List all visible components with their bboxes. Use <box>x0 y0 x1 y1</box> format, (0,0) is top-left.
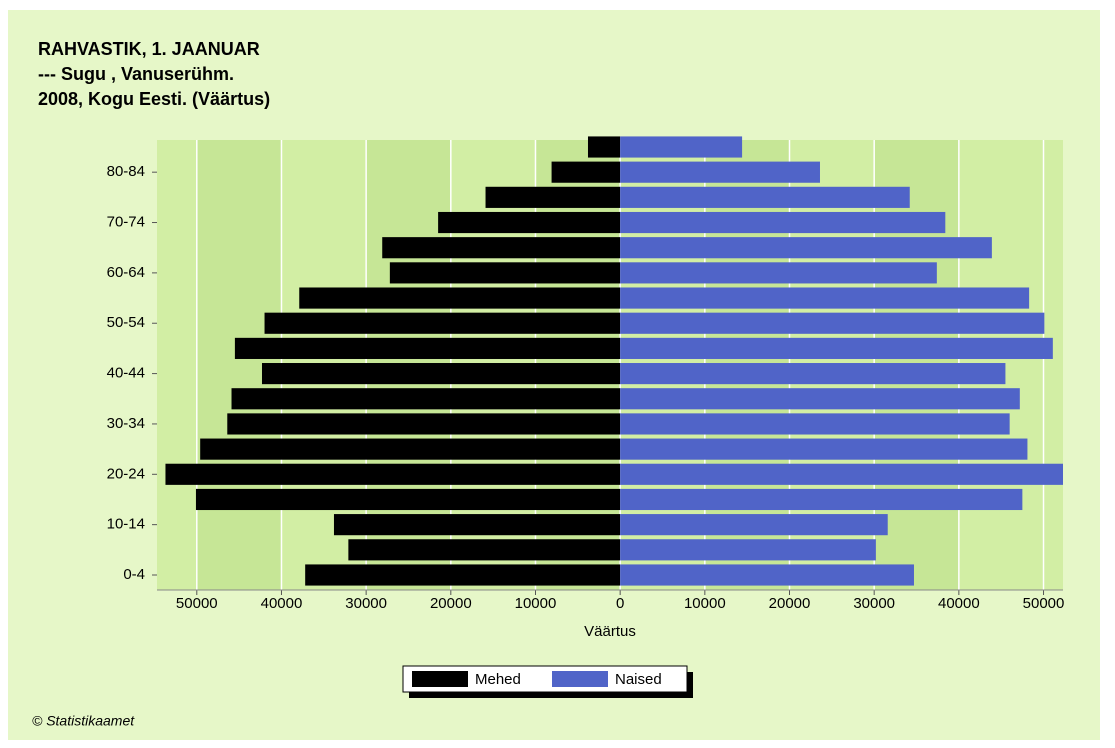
bar <box>620 186 910 208</box>
bar <box>299 287 621 309</box>
y-tick-label: 70-74 <box>107 213 145 230</box>
bar <box>551 161 621 183</box>
bar <box>620 413 1010 435</box>
bar <box>620 337 1053 359</box>
bar <box>348 539 621 561</box>
y-tick-label: 10-14 <box>107 516 145 533</box>
legend-swatch <box>552 671 608 687</box>
bar <box>195 488 621 511</box>
legend-label: Naised <box>615 671 662 688</box>
y-tick-label: 0-4 <box>123 566 145 583</box>
y-tick-label: 30-34 <box>107 415 145 432</box>
bar <box>389 262 621 284</box>
bar <box>620 463 1063 485</box>
bar <box>234 337 621 359</box>
bar <box>620 136 743 158</box>
x-tick-label: 30000 <box>853 595 895 612</box>
bar <box>438 211 621 234</box>
y-tick-label: 40-44 <box>107 365 145 382</box>
bar <box>620 539 876 561</box>
bar <box>620 564 914 586</box>
x-tick-label: 50000 <box>1023 595 1065 612</box>
bar <box>620 438 1028 460</box>
title-line: --- Sugu , Vanuserühm. <box>38 64 234 84</box>
x-tick-label: 0 <box>616 595 624 612</box>
x-tick-label: 30000 <box>345 595 387 612</box>
bar <box>264 312 621 334</box>
bar <box>620 488 1023 511</box>
y-tick-label: 80-84 <box>107 163 145 180</box>
bar <box>620 514 888 536</box>
title-line: 2008, Kogu Eesti. (Väärtus) <box>38 89 270 109</box>
bar <box>165 463 621 485</box>
y-tick-label: 20-24 <box>107 465 145 482</box>
x-axis-label: Väärtus <box>584 623 636 640</box>
bar <box>305 564 621 586</box>
footer: © Statistikaamet <box>32 713 135 729</box>
y-tick-label: 50-54 <box>107 314 145 331</box>
legend-label: Mehed <box>475 671 521 688</box>
x-tick-label: 10000 <box>515 595 557 612</box>
bar <box>587 136 621 158</box>
bar <box>620 161 820 183</box>
bar <box>620 211 946 234</box>
legend-swatch <box>412 671 468 687</box>
x-tick-label: 50000 <box>176 595 218 612</box>
bar <box>620 312 1045 334</box>
x-tick-label: 40000 <box>938 595 980 612</box>
bar <box>333 514 621 536</box>
x-tick-label: 10000 <box>684 595 726 612</box>
x-tick-label: 20000 <box>430 595 472 612</box>
bar <box>620 262 937 284</box>
bar <box>485 186 621 208</box>
bar <box>620 237 992 259</box>
bar <box>620 363 1006 385</box>
x-tick-label: 20000 <box>769 595 811 612</box>
bar <box>261 363 621 385</box>
bar <box>620 388 1020 410</box>
bar <box>231 388 621 410</box>
bar <box>620 287 1030 309</box>
title-line: RAHVASTIK, 1. JAANUAR <box>38 39 260 59</box>
bar <box>227 413 621 435</box>
bar <box>382 237 621 259</box>
bar <box>200 438 621 460</box>
y-tick-label: 60-64 <box>107 264 145 281</box>
x-tick-label: 40000 <box>261 595 303 612</box>
